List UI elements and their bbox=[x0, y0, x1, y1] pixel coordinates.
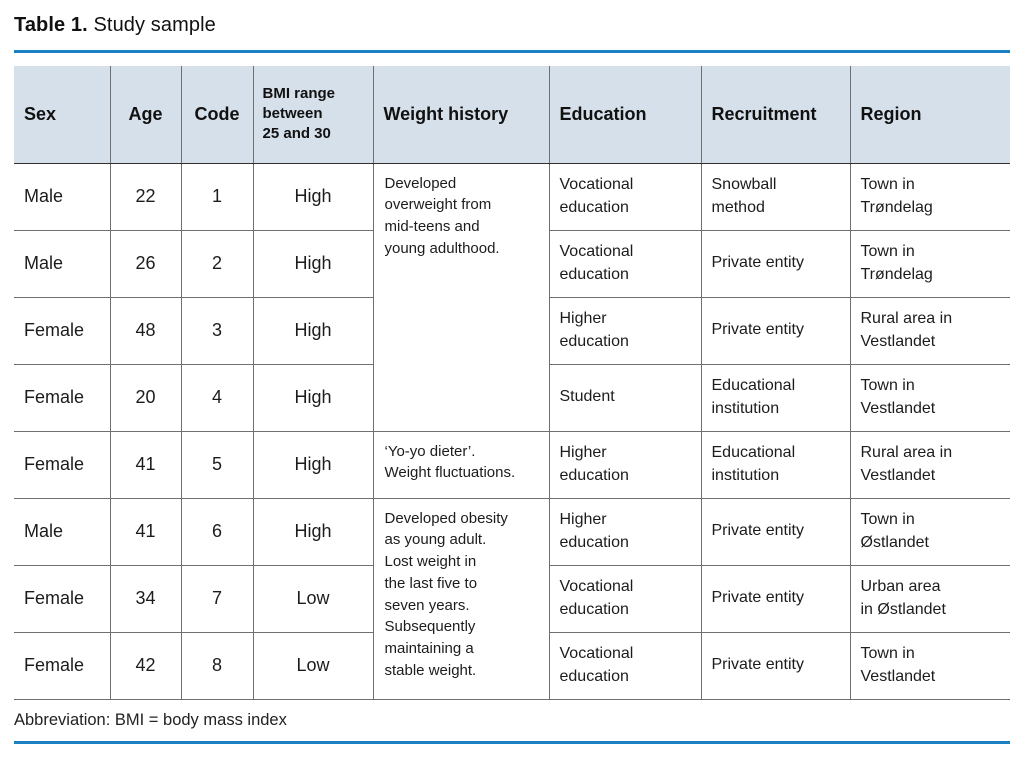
header-row: Sex Age Code BMI range between 25 and 30… bbox=[14, 66, 1010, 164]
cell-sex: Female bbox=[14, 296, 111, 365]
cell-sex: Female bbox=[14, 564, 111, 633]
cell-region: Town in Vestlandet bbox=[849, 631, 1010, 700]
cell-code: 3 bbox=[180, 296, 254, 365]
cell-age: 42 bbox=[109, 631, 182, 700]
col-header-code: Code bbox=[180, 66, 254, 164]
cell-recruitment: Educational institution bbox=[700, 430, 851, 499]
cell-sex: Male bbox=[14, 229, 111, 298]
cell-bmi: High bbox=[252, 363, 374, 432]
col-header-region: Region bbox=[849, 66, 1010, 164]
bottom-rule bbox=[14, 740, 1010, 744]
cell-region: Town in Vestlandet bbox=[849, 363, 1010, 432]
cell-bmi: High bbox=[252, 229, 374, 298]
cell-sex: Female bbox=[14, 430, 111, 499]
table-row: Male 41 6 High Developed obesity as youn… bbox=[14, 497, 1010, 700]
cell-recruitment: Private entity bbox=[700, 631, 851, 700]
cell-recruitment: Educational institution bbox=[700, 363, 851, 432]
col-header-sex: Sex bbox=[14, 66, 111, 164]
cell-bmi: High bbox=[252, 430, 374, 499]
table-row: Male 22 1 High Developed overweight from… bbox=[14, 162, 1010, 432]
cell-code: 1 bbox=[180, 162, 254, 231]
table-caption-label: Table 1. bbox=[14, 14, 88, 36]
cell-education: Vocational education bbox=[548, 229, 702, 298]
cell-region: Urban area in Østlandet bbox=[849, 564, 1010, 633]
cell-code: 7 bbox=[180, 564, 254, 633]
col-header-education: Education bbox=[548, 66, 702, 164]
cell-region: Town in Trøndelag bbox=[849, 162, 1010, 231]
table-row: Female 41 5 High ‘Yo-yo dieter’. Weight … bbox=[14, 430, 1010, 499]
cell-recruitment: Snowball method bbox=[700, 162, 851, 231]
cell-code: 2 bbox=[180, 229, 254, 298]
cell-age: 48 bbox=[109, 296, 182, 365]
cell-sex: Female bbox=[14, 631, 111, 700]
cell-education: Student bbox=[548, 363, 702, 432]
col-header-age: Age bbox=[109, 66, 182, 164]
cell-code: 4 bbox=[180, 363, 254, 432]
table-row: Female 48 3 High Higher education Privat… bbox=[14, 296, 1010, 365]
table-row: Female 42 8 Low Vocational education Pri… bbox=[14, 631, 1010, 700]
cell-region: Rural area in Vestlandet bbox=[849, 430, 1010, 499]
cell-sex: Male bbox=[14, 162, 111, 231]
cell-bmi: High bbox=[252, 296, 374, 365]
table-header: Sex Age Code BMI range between 25 and 30… bbox=[14, 66, 1010, 164]
cell-region: Town in Østlandet bbox=[849, 497, 1010, 566]
cell-age: 22 bbox=[109, 162, 182, 231]
cell-bmi: High bbox=[252, 162, 374, 231]
col-header-bmi-range: BMI range between 25 and 30 bbox=[252, 66, 374, 164]
cell-age: 26 bbox=[109, 229, 182, 298]
col-header-weight-history: Weight history bbox=[372, 66, 550, 164]
table-row: Female 34 7 Low Vocational education Pri… bbox=[14, 564, 1010, 633]
abbreviation-footnote: Abbreviation: BMI = body mass index bbox=[14, 710, 287, 729]
cell-education: Higher education bbox=[548, 296, 702, 365]
cell-education: Vocational education bbox=[548, 564, 702, 633]
cell-code: 6 bbox=[180, 497, 254, 566]
cell-region: Rural area in Vestlandet bbox=[849, 296, 1010, 365]
cell-recruitment: Private entity bbox=[700, 229, 851, 298]
cell-sex: Male bbox=[14, 497, 111, 566]
cell-weight-history: Developed overweight from mid-teens and … bbox=[372, 162, 550, 432]
cell-age: 34 bbox=[109, 564, 182, 633]
cell-age: 20 bbox=[109, 363, 182, 432]
study-sample-table: Sex Age Code BMI range between 25 and 30… bbox=[14, 66, 1010, 700]
table-caption-text: Study sample bbox=[93, 14, 216, 36]
table-row: Female 20 4 High Student Educational ins… bbox=[14, 363, 1010, 432]
cell-recruitment: Private entity bbox=[700, 497, 851, 566]
cell-education: Vocational education bbox=[548, 162, 702, 231]
cell-region: Town in Trøndelag bbox=[849, 229, 1010, 298]
cell-weight-history: Developed obesity as young adult. Lost w… bbox=[372, 497, 550, 700]
table-caption: Table 1. Study sample bbox=[14, 14, 1010, 37]
cell-recruitment: Private entity bbox=[700, 564, 851, 633]
cell-recruitment: Private entity bbox=[700, 296, 851, 365]
cell-age: 41 bbox=[109, 497, 182, 566]
cell-weight-history: ‘Yo-yo dieter’. Weight fluctuations. bbox=[372, 430, 550, 499]
cell-bmi: High bbox=[252, 497, 374, 566]
cell-code: 5 bbox=[180, 430, 254, 499]
cell-sex: Female bbox=[14, 363, 111, 432]
cell-age: 41 bbox=[109, 430, 182, 499]
cell-education: Vocational education bbox=[548, 631, 702, 700]
table-body: Male 22 1 High Developed overweight from… bbox=[14, 162, 1010, 700]
col-header-recruitment: Recruitment bbox=[700, 66, 851, 164]
cell-bmi: Low bbox=[252, 564, 374, 633]
cell-education: Higher education bbox=[548, 497, 702, 566]
top-rule bbox=[14, 50, 1010, 53]
cell-education: Higher education bbox=[548, 430, 702, 499]
cell-bmi: Low bbox=[252, 631, 374, 700]
cell-code: 8 bbox=[180, 631, 254, 700]
